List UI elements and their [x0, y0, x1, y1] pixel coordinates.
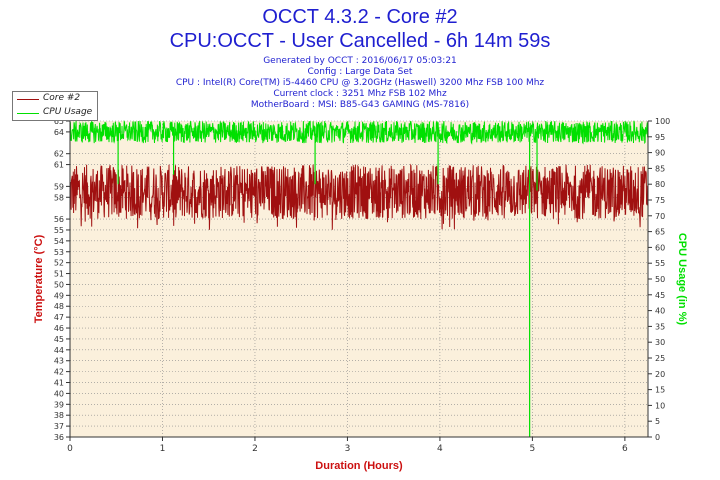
y2-tick-label: 25 [655, 354, 665, 363]
y-tick-label: 48 [54, 302, 64, 311]
y2-tick-label: 75 [655, 196, 665, 205]
info-clock: Current clock : 3251 Mhz FSB 102 Mhz [273, 89, 447, 99]
x-tick-label: 3 [345, 444, 351, 454]
y-axis-title: Temperature (°C) [33, 234, 45, 323]
y-tick-label: 58 [54, 193, 64, 202]
y2-tick-label: 70 [655, 212, 665, 221]
legend-swatch-core [17, 99, 39, 100]
y-tick-label: 45 [54, 335, 64, 344]
x-axis-title: Duration (Hours) [315, 460, 403, 472]
y-tick-label: 50 [54, 280, 64, 289]
y-tick-label: 47 [54, 313, 64, 322]
chart-title: OCCT 4.3.2 - Core #2 [262, 6, 458, 28]
y2-tick-label: 80 [655, 180, 665, 189]
y-tick-label: 59 [54, 182, 64, 191]
y-tick-label: 61 [54, 161, 64, 170]
y-tick-label: 54 [54, 237, 64, 246]
y-tick-label: 56 [54, 215, 64, 224]
y2-tick-label: 20 [655, 370, 665, 379]
x-tick-label: 4 [437, 444, 443, 454]
y-tick-label: 39 [54, 400, 64, 409]
legend-item-cpu: CPU Usage [13, 106, 97, 120]
info-config: Config : Large Data Set [307, 67, 413, 77]
legend-item-core: Core #2 [13, 92, 97, 106]
y2-tick-label: 55 [655, 259, 665, 268]
x-tick-label: 1 [160, 444, 166, 454]
legend-label-cpu: CPU Usage [43, 107, 93, 117]
y-tick-label: 42 [54, 368, 64, 377]
y-tick-label: 65 [54, 117, 64, 126]
y2-axis-title: CPU Usage (in %) [676, 233, 688, 326]
x-tick-label: 2 [252, 444, 258, 454]
y-tick-label: 37 [54, 422, 64, 431]
legend: Core #2 CPU Usage [12, 91, 98, 121]
y-tick-label: 64 [54, 128, 64, 137]
y2-tick-label: 95 [655, 133, 665, 142]
y2-tick-label: 65 [655, 228, 665, 237]
info-motherboard: MotherBoard : MSI: B85-G43 GAMING (MS-78… [250, 100, 470, 110]
legend-label-core: Core #2 [43, 93, 81, 103]
y-tick-label: 43 [54, 357, 64, 366]
x-tick-label: 6 [622, 444, 628, 454]
y2-tick-label: 0 [655, 433, 660, 442]
y-tick-label: 49 [54, 291, 64, 300]
y-tick-label: 41 [54, 379, 64, 388]
y-tick-label: 40 [54, 389, 64, 398]
y2-tick-label: 45 [655, 291, 665, 300]
y-tick-label: 52 [54, 259, 64, 268]
y-tick-label: 36 [54, 433, 64, 442]
y-tick-label: 62 [54, 150, 64, 159]
y-tick-label: 53 [54, 248, 64, 257]
x-tick-label: 0 [67, 444, 73, 454]
x-tick-label: 5 [530, 444, 536, 454]
y-tick-label: 44 [54, 346, 64, 355]
y2-tick-label: 15 [655, 386, 665, 395]
series-line-core [69, 163, 649, 230]
info-cpu: CPU : Intel(R) Core(TM) i5-4460 CPU @ 3.… [175, 78, 545, 88]
y-tick-label: 51 [54, 270, 64, 279]
y2-tick-label: 50 [655, 275, 665, 284]
y2-tick-label: 35 [655, 322, 665, 331]
y2-tick-label: 90 [655, 149, 665, 158]
series-line-cpu [69, 120, 649, 145]
chart-subtitle: CPU:OCCT - User Cancelled - 6h 14m 59s [169, 30, 551, 52]
y-tick-label: 38 [54, 411, 64, 420]
y2-tick-label: 60 [655, 243, 665, 252]
y2-tick-label: 5 [655, 417, 660, 426]
legend-swatch-cpu [17, 113, 39, 114]
info-generated: Generated by OCCT : 2016/06/17 05:03:21 [263, 56, 457, 66]
y2-tick-label: 40 [655, 307, 665, 316]
y2-tick-label: 10 [655, 401, 665, 410]
y2-tick-label: 100 [655, 117, 670, 126]
y-tick-label: 46 [54, 324, 64, 333]
y-tick-label: 55 [54, 226, 64, 235]
y2-tick-label: 30 [655, 338, 665, 347]
y2-tick-label: 85 [655, 164, 665, 173]
plot-area [70, 121, 648, 437]
